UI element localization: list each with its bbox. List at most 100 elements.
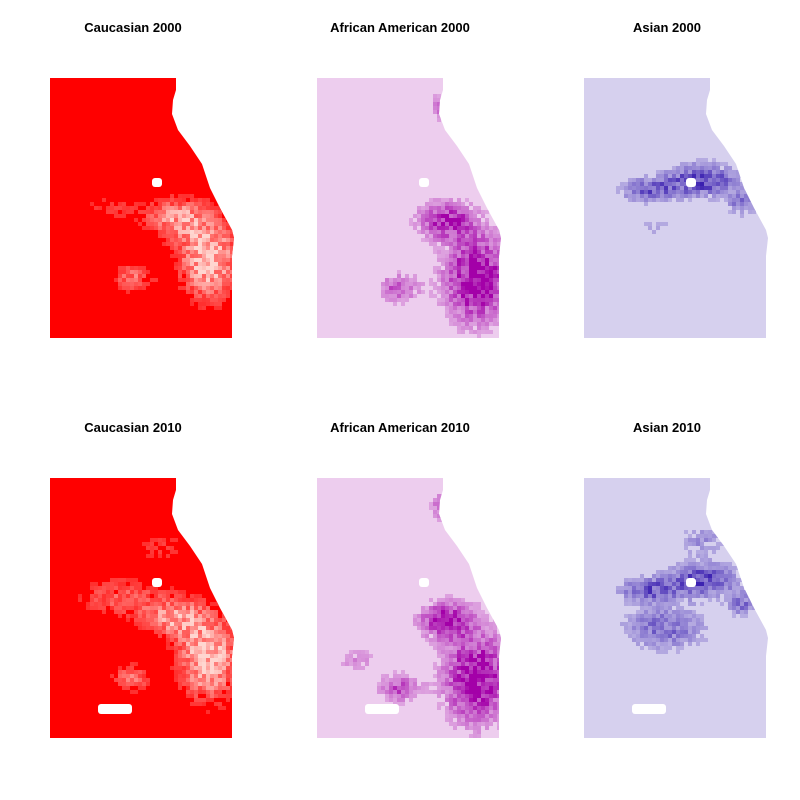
tract (449, 690, 453, 694)
tract (672, 594, 676, 598)
tract (664, 590, 668, 594)
tract (485, 674, 489, 678)
tract (445, 690, 449, 694)
tract (102, 610, 106, 614)
tract (162, 222, 166, 226)
tract (146, 270, 150, 274)
tract (624, 594, 628, 598)
tract (465, 722, 469, 726)
tract (214, 610, 218, 614)
tract (469, 242, 473, 246)
tract (708, 198, 716, 202)
tract (433, 238, 437, 242)
tract (453, 310, 457, 314)
tract (688, 538, 692, 542)
tract (744, 174, 748, 178)
tract (708, 182, 712, 186)
tract (158, 542, 162, 546)
tract (202, 622, 206, 626)
tract (198, 306, 202, 310)
tract (445, 258, 449, 262)
tract (696, 174, 700, 178)
tract (489, 322, 493, 326)
tract (640, 578, 644, 582)
tract (186, 646, 190, 650)
tract (421, 686, 425, 690)
tract (469, 726, 473, 730)
tract (445, 202, 449, 206)
tract (218, 202, 226, 206)
tract (118, 606, 122, 610)
tract (477, 606, 481, 610)
tract (226, 650, 230, 654)
tract (106, 590, 110, 594)
tract (206, 666, 210, 670)
tract (481, 654, 485, 658)
tract (433, 234, 437, 238)
tract (732, 570, 736, 574)
tract (461, 678, 465, 682)
tract (469, 218, 473, 222)
tract (210, 262, 214, 266)
tract (449, 318, 453, 322)
tract (230, 650, 234, 654)
tract (477, 330, 481, 334)
panel-title: Asian 2000 (633, 20, 701, 35)
tract (437, 634, 441, 638)
tract (214, 294, 218, 298)
tract (644, 178, 648, 182)
tract (122, 286, 130, 290)
tract (497, 642, 501, 646)
tract (497, 314, 501, 318)
tract (210, 206, 218, 210)
tract (190, 694, 194, 698)
tract (198, 606, 202, 610)
tract (700, 534, 704, 538)
tract (704, 194, 708, 198)
tract (222, 666, 226, 670)
tract (154, 226, 158, 230)
tract (457, 210, 461, 214)
tract (676, 614, 680, 618)
tract (198, 690, 202, 694)
tract (624, 630, 628, 634)
tract (198, 234, 202, 238)
tract (134, 606, 138, 610)
tract (465, 278, 469, 282)
tract (182, 654, 186, 658)
tract (429, 622, 433, 626)
tract (130, 274, 134, 278)
tract (449, 714, 453, 718)
tract (429, 238, 433, 242)
tract (194, 290, 198, 294)
tract (170, 238, 174, 242)
tract (656, 190, 660, 194)
tract (636, 638, 640, 642)
tract (218, 206, 222, 210)
tract (210, 614, 214, 618)
tract (130, 598, 134, 602)
tract (194, 602, 198, 606)
tract (497, 238, 501, 242)
tract (194, 270, 198, 274)
tract (218, 618, 222, 622)
tract (142, 274, 146, 278)
tract (166, 614, 170, 618)
tract (696, 622, 700, 626)
tract (640, 618, 644, 622)
tract (122, 610, 126, 614)
tract (118, 614, 122, 618)
tract (122, 606, 126, 610)
tract (453, 618, 457, 622)
tract (214, 666, 218, 670)
tract (385, 678, 389, 682)
tract (465, 310, 469, 314)
tract (130, 286, 134, 290)
tract (477, 666, 481, 670)
tract (624, 578, 628, 582)
tract (186, 222, 190, 226)
tract (688, 630, 692, 634)
tract (692, 626, 696, 630)
tract (433, 198, 441, 202)
panel-title: Asian 2010 (633, 420, 701, 435)
